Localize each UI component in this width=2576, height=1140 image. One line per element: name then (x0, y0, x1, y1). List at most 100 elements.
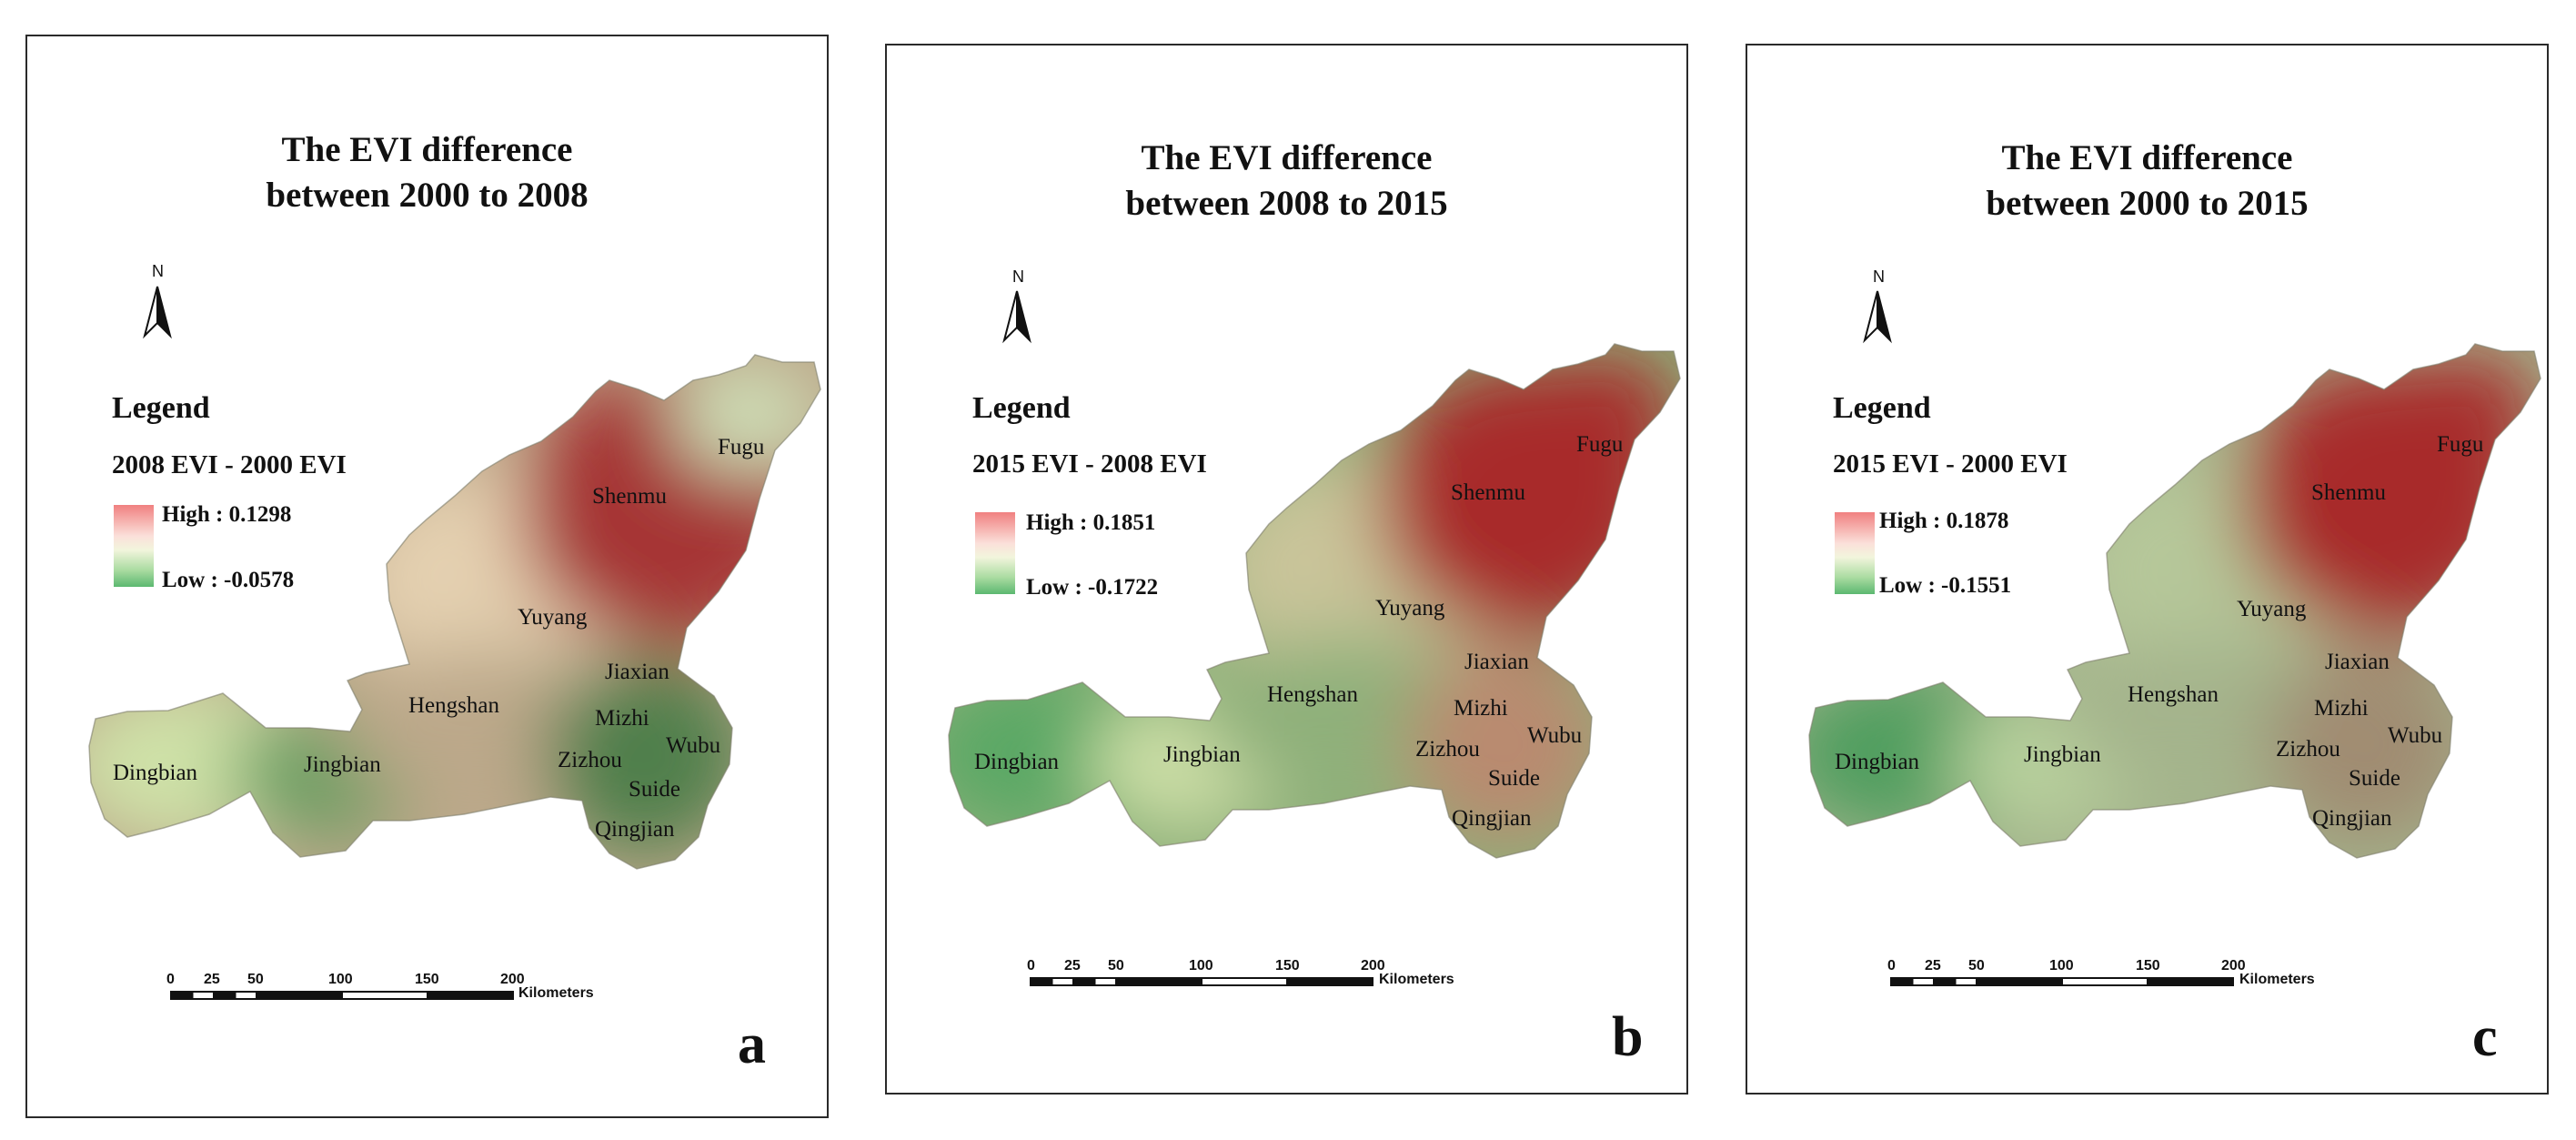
scale-tick-200: 200 (1361, 958, 1385, 974)
scale-bar-graphic (1890, 977, 2234, 986)
map-panel-c: The EVI difference between 2000 to 2015 … (1746, 44, 2549, 1095)
place-fugu: Fugu (1576, 432, 1624, 457)
scale-tick-50: 50 (1108, 958, 1124, 974)
scale-segment (1933, 977, 1957, 986)
scale-segment (341, 991, 428, 1000)
place-dingbian: Dingbian (1835, 750, 1920, 774)
scale-segment (1051, 977, 1074, 986)
place-shenmu: Shenmu (1451, 480, 1525, 505)
scale-tick-50: 50 (1968, 958, 1985, 974)
title-line-1: The EVI difference (2001, 138, 2293, 177)
place-wubu: Wubu (1527, 723, 1583, 748)
legend-subtitle: 2015 EVI - 2008 EVI (972, 449, 1207, 479)
title-line-2: between 2000 to 2015 (1986, 184, 2309, 223)
scale-segment (1954, 977, 1977, 986)
place-yuyang: Yuyang (518, 605, 588, 630)
scale-segment (256, 991, 343, 1000)
legend-high-label: High : 0.1851 (1026, 510, 1156, 535)
place-hengshan: Hengshan (2128, 682, 2219, 707)
scale-segment (1093, 977, 1117, 986)
scale-tick-150: 150 (415, 972, 439, 987)
place-jingbian: Jingbian (2024, 742, 2101, 767)
legend-color-ramp (114, 505, 154, 587)
place-qingjian: Qingjian (595, 817, 675, 842)
region-outline (88, 354, 821, 870)
place-jiaxian: Jiaxian (1464, 650, 1529, 674)
place-zizhou: Zizhou (2276, 737, 2340, 762)
place-dingbian: Dingbian (113, 761, 198, 785)
place-mizhi: Mizhi (2314, 696, 2369, 721)
title-line-1: The EVI difference (281, 130, 573, 169)
region-map-c (1808, 290, 2541, 986)
scale-tick-25: 25 (1064, 958, 1081, 974)
scale-tick-150: 150 (1275, 958, 1300, 974)
legend-title: Legend (1833, 391, 1931, 425)
place-shenmu: Shenmu (2311, 480, 2386, 505)
place-zizhou: Zizhou (558, 748, 622, 772)
north-arrow-icon (1863, 290, 1892, 344)
title-line-2: between 2008 to 2015 (1125, 184, 1448, 223)
evi-zone-se (546, 655, 746, 855)
legend-low-label: Low : -0.1551 (1879, 573, 2012, 598)
legend-high-label: High : 0.1878 (1879, 509, 2009, 533)
scale-segment (2061, 977, 2148, 986)
scale-segment (1286, 977, 1374, 986)
legend-high-label: High : 0.1298 (162, 502, 292, 527)
place-qingjian: Qingjian (1452, 806, 1532, 831)
scale-segment (1976, 977, 2063, 986)
legend-subtitle: 2008 EVI - 2000 EVI (112, 450, 347, 479)
place-suide: Suide (1488, 766, 1540, 791)
region-outline (1808, 343, 2541, 859)
evi-zone-se (2266, 644, 2466, 844)
north-arrow-icon (1002, 290, 1031, 344)
region-fill (89, 355, 820, 869)
place-yuyang: Yuyang (1375, 596, 1445, 620)
legend-color-ramp (975, 512, 1015, 594)
scale-segment (191, 991, 215, 1000)
place-jiaxian: Jiaxian (605, 660, 669, 684)
north-label: N (1873, 267, 1885, 286)
panel-letter: b (1612, 1006, 1644, 1068)
scale-tick-25: 25 (1925, 958, 1941, 974)
place-qingjian: Qingjian (2312, 806, 2392, 831)
north-label: N (1012, 267, 1024, 286)
place-suide: Suide (2349, 766, 2400, 791)
scale-tick-150: 150 (2136, 958, 2160, 974)
scale-unit: Kilometers (1379, 972, 1454, 987)
place-dingbian: Dingbian (974, 750, 1060, 774)
scale-tick-100: 100 (2049, 958, 2074, 974)
north-arrow-icon (143, 286, 172, 339)
scale-tick-0: 0 (1887, 958, 1896, 974)
north-label: N (152, 262, 164, 280)
legend-low-label: Low : -0.0578 (162, 568, 295, 592)
legend-low-label: Low : -0.1722 (1026, 575, 1159, 600)
place-hengshan: Hengshan (408, 693, 499, 718)
scale-tick-100: 100 (1189, 958, 1213, 974)
scale-bar-graphic (1030, 977, 1374, 986)
map-panel-a: The EVI difference between 2000 to 2008 … (25, 35, 829, 1118)
scale-bar-graphic (170, 991, 514, 1000)
scale-unit: Kilometers (518, 985, 594, 1001)
map-title: The EVI difference between 2000 to 2015 (1747, 136, 2547, 227)
scale-segment (1030, 977, 1053, 986)
scale-segment (234, 991, 257, 1000)
scale-tick-200: 200 (2221, 958, 2246, 974)
region-map-b (948, 290, 1681, 986)
place-jingbian: Jingbian (304, 752, 381, 777)
scale-segment (170, 991, 194, 1000)
scale-segment (427, 991, 514, 1000)
place-mizhi: Mizhi (1454, 696, 1508, 721)
scale-tick-50: 50 (247, 972, 264, 987)
scale-tick-0: 0 (1027, 958, 1035, 974)
map-title: The EVI difference between 2000 to 2008 (27, 127, 827, 218)
scale-segment (1890, 977, 1914, 986)
panel-letter: a (738, 1014, 766, 1075)
legend-color-ramp (1835, 512, 1875, 594)
place-jiaxian: Jiaxian (2325, 650, 2390, 674)
scale-tick-0: 0 (166, 972, 175, 987)
scale-segment (1911, 977, 1935, 986)
place-wubu: Wubu (2388, 723, 2443, 748)
place-mizhi: Mizhi (595, 706, 649, 731)
title-line-2: between 2000 to 2008 (266, 176, 589, 215)
scale-tick-25: 25 (204, 972, 220, 987)
